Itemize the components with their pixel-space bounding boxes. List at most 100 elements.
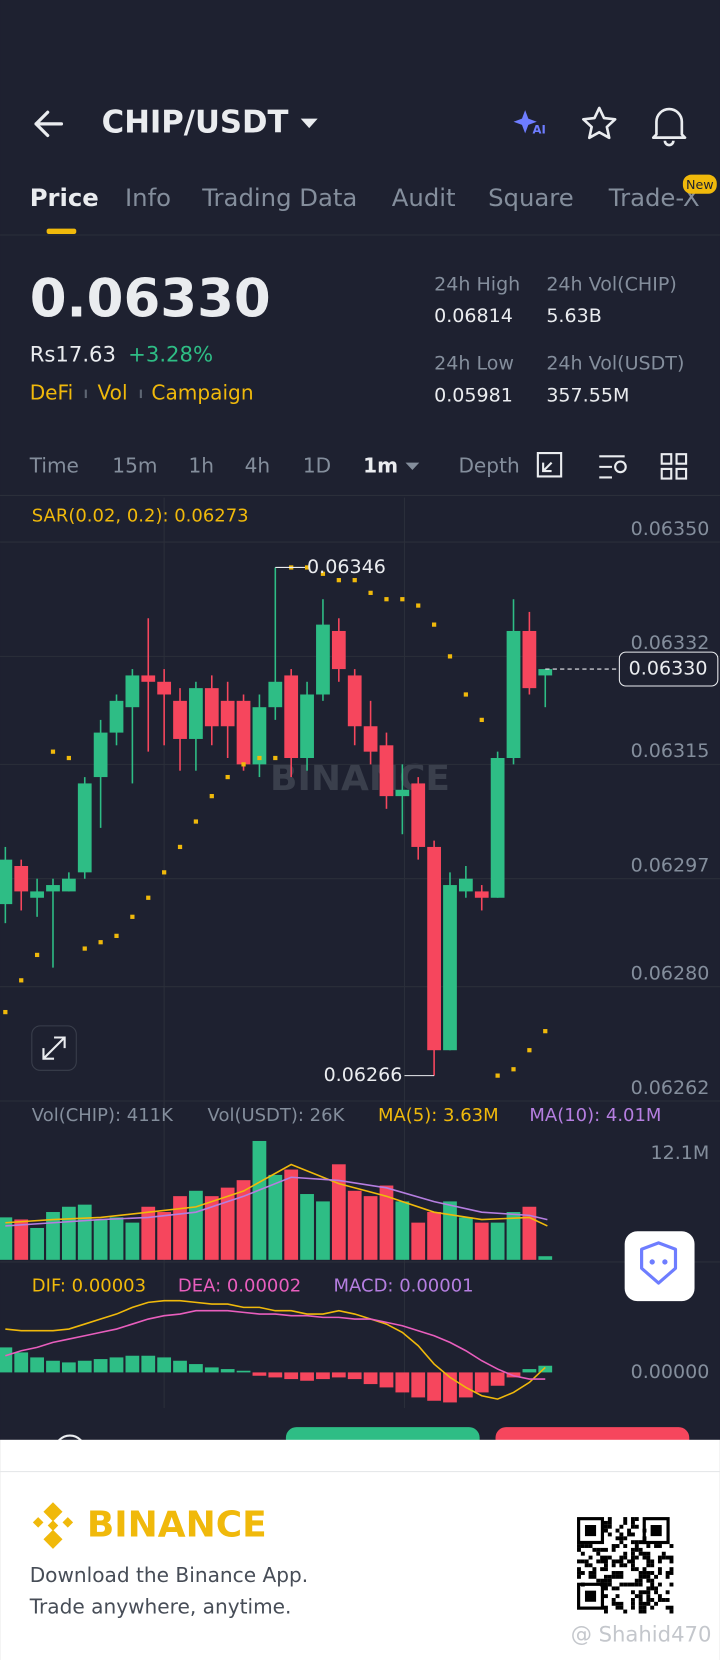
interval[interactable]: Time bbox=[29, 453, 79, 477]
assistant-icon bbox=[640, 1241, 678, 1285]
qr-cell bbox=[654, 1574, 659, 1579]
interval-dropdown[interactable] bbox=[405, 462, 420, 471]
macd-bar bbox=[347, 1372, 362, 1380]
qr-cell bbox=[600, 1555, 605, 1560]
macd-bar bbox=[316, 1372, 330, 1380]
volume-legend: MA(5): 3.63M bbox=[378, 1105, 499, 1126]
fullscreen-icon[interactable] bbox=[536, 452, 563, 478]
tab[interactable]: Info bbox=[125, 183, 171, 212]
alert-button[interactable] bbox=[651, 107, 687, 147]
volume-bar bbox=[427, 1212, 441, 1260]
binance-logo bbox=[32, 1502, 74, 1549]
volume-bar bbox=[109, 1217, 124, 1260]
qr-cell bbox=[607, 1582, 612, 1587]
qr-cell bbox=[604, 1547, 608, 1552]
qr-cell bbox=[627, 1582, 632, 1587]
interval[interactable]: 1h bbox=[188, 453, 214, 477]
tab[interactable]: Trading Data bbox=[201, 183, 357, 212]
candle-body bbox=[490, 758, 505, 898]
interval[interactable]: 4h bbox=[245, 453, 271, 477]
qr-cell bbox=[592, 1547, 597, 1552]
sar-dot bbox=[543, 1029, 548, 1034]
macd-bar bbox=[395, 1372, 410, 1393]
macd-bar bbox=[522, 1369, 537, 1373]
qr-cell bbox=[630, 1551, 635, 1556]
tab[interactable]: Audit bbox=[392, 183, 456, 212]
qr-cell bbox=[650, 1559, 655, 1564]
qr-cell bbox=[596, 1578, 601, 1583]
volume-bar bbox=[395, 1201, 410, 1260]
qr-cell bbox=[623, 1536, 628, 1541]
qr-cell bbox=[638, 1540, 643, 1545]
qr-cell bbox=[669, 1609, 674, 1614]
back-button[interactable] bbox=[34, 110, 64, 138]
qr-cell bbox=[638, 1609, 643, 1614]
qr-cell bbox=[642, 1571, 647, 1575]
qr-cell bbox=[630, 1567, 635, 1572]
qr-cell bbox=[623, 1544, 628, 1548]
volume-bar bbox=[30, 1227, 44, 1260]
qr-cell bbox=[615, 1559, 620, 1564]
qr-cell bbox=[627, 1532, 632, 1537]
qr-cell bbox=[630, 1563, 635, 1568]
qr-cell bbox=[638, 1601, 643, 1606]
tab[interactable]: Square bbox=[488, 183, 574, 212]
interval[interactable]: 15m bbox=[112, 453, 157, 477]
candle-body bbox=[141, 675, 156, 682]
tag-separator bbox=[139, 389, 142, 399]
favorite-button[interactable] bbox=[582, 106, 617, 140]
tag[interactable]: DeFi bbox=[30, 380, 74, 404]
qr-cell bbox=[600, 1547, 605, 1552]
qr-cell bbox=[607, 1517, 612, 1521]
qr-cell bbox=[654, 1586, 659, 1591]
qr-cell bbox=[654, 1601, 659, 1606]
qr-cell bbox=[669, 1555, 674, 1560]
macd-bar bbox=[93, 1359, 108, 1373]
volume-bar bbox=[363, 1196, 378, 1260]
interval[interactable]: 1D bbox=[303, 453, 331, 477]
qr-cell bbox=[634, 1524, 639, 1529]
layout-icon[interactable] bbox=[660, 453, 688, 480]
tab[interactable]: Price bbox=[30, 183, 99, 212]
qr-cell bbox=[630, 1520, 635, 1525]
qr-cell bbox=[588, 1563, 593, 1568]
qr-cell bbox=[646, 1563, 651, 1568]
qr-cell bbox=[661, 1551, 666, 1556]
macd-bar bbox=[490, 1372, 505, 1386]
qr-cell bbox=[630, 1555, 635, 1560]
tag[interactable]: Vol bbox=[97, 380, 127, 404]
settings-icon[interactable] bbox=[599, 455, 627, 479]
volume-bar bbox=[379, 1185, 394, 1260]
macd-bar bbox=[109, 1357, 124, 1373]
stat-label: 24h Low bbox=[434, 353, 514, 375]
tag[interactable]: Campaign bbox=[151, 380, 253, 404]
interval[interactable]: Depth bbox=[458, 453, 519, 477]
qr-cell bbox=[619, 1605, 624, 1610]
interval-selected[interactable]: 1m bbox=[363, 453, 398, 477]
qr-cell bbox=[634, 1567, 639, 1572]
qr-finder bbox=[584, 1525, 597, 1537]
sar-dot bbox=[162, 870, 167, 875]
stat-value: 5.63B bbox=[546, 305, 601, 327]
qr-cell bbox=[615, 1528, 620, 1533]
sar-dot bbox=[527, 1048, 532, 1053]
qr-cell bbox=[646, 1601, 651, 1606]
candle-body bbox=[252, 707, 267, 765]
qr-cell bbox=[619, 1571, 624, 1575]
volume-bar bbox=[411, 1222, 426, 1260]
sar-dot bbox=[416, 603, 421, 608]
volume-bar bbox=[173, 1196, 187, 1260]
volume-bar bbox=[474, 1222, 489, 1260]
pair-dropdown[interactable] bbox=[300, 118, 318, 129]
qr-cell bbox=[607, 1532, 612, 1537]
macd-legend: DEA: 0.00002 bbox=[178, 1275, 301, 1296]
candle-body bbox=[331, 630, 346, 670]
qr-cell bbox=[604, 1563, 608, 1568]
qr-cell bbox=[615, 1605, 620, 1610]
ai-icon[interactable] bbox=[513, 110, 537, 134]
qr-cell bbox=[638, 1547, 643, 1552]
pair-title[interactable]: CHIP/USDT bbox=[102, 105, 289, 140]
qr-cell bbox=[611, 1571, 616, 1575]
macd-bar bbox=[458, 1372, 473, 1398]
